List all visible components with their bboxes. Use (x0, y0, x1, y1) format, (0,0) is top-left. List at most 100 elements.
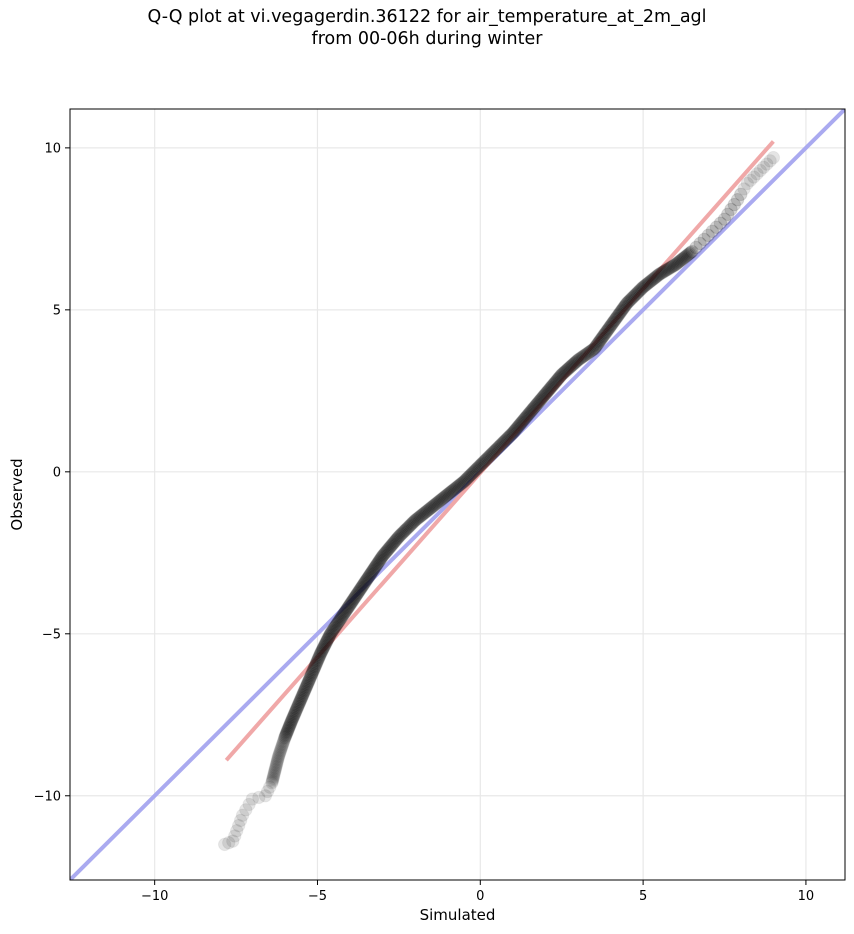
data-point (301, 676, 315, 691)
x-tick-label: −5 (308, 889, 327, 904)
data-point (618, 299, 632, 313)
data-point (652, 267, 667, 281)
x-tick-label: −10 (141, 889, 168, 904)
data-point (453, 477, 467, 492)
chart-title-line-1: Q-Q plot at vi.vegagerdin.36122 for air_… (147, 7, 707, 27)
data-point (628, 288, 642, 302)
data-point (358, 575, 372, 589)
data-point (457, 474, 471, 489)
data-point (412, 510, 426, 525)
data-point (401, 520, 415, 535)
data-point (372, 554, 386, 568)
data-point (565, 358, 579, 372)
data-point (321, 632, 335, 647)
data-point (363, 567, 378, 581)
data-point (477, 455, 491, 469)
data-point (276, 736, 290, 751)
data-point (340, 602, 354, 616)
data-point (303, 670, 318, 685)
data-point (521, 408, 535, 422)
data-point (493, 438, 507, 453)
data-point (634, 282, 648, 297)
data-point (447, 482, 461, 497)
data-point (332, 614, 346, 628)
data-point (531, 395, 545, 410)
y-tick-label: 0 (53, 465, 61, 480)
data-point (572, 352, 587, 366)
data-point (592, 335, 606, 349)
grid (70, 109, 845, 880)
data-point (311, 652, 325, 666)
data-point (344, 595, 359, 610)
data-point (655, 265, 669, 280)
data-point (283, 717, 297, 731)
data-point (556, 366, 570, 381)
data-point (730, 193, 745, 207)
x-tick-label: 10 (798, 889, 815, 904)
data-point (267, 768, 281, 782)
data-point (284, 716, 298, 730)
data-point (395, 526, 410, 540)
data-point (452, 478, 466, 493)
data-point (563, 360, 577, 375)
data-point (348, 589, 363, 603)
data-point (310, 655, 324, 670)
data-point (413, 509, 427, 524)
data-point (449, 480, 464, 495)
data-point (590, 338, 604, 352)
data-point (360, 572, 374, 587)
data-point (645, 273, 659, 287)
y-tick-label: −5 (42, 627, 61, 642)
data-point (643, 274, 658, 288)
data-point (525, 403, 539, 417)
data-point (506, 426, 520, 440)
data-point (489, 442, 504, 456)
data-point (456, 475, 470, 490)
data-point (488, 443, 503, 458)
data-point (313, 648, 327, 662)
data-point (660, 262, 675, 277)
data-point (552, 370, 567, 384)
data-point (689, 240, 703, 255)
data-point (617, 300, 631, 315)
data-point (737, 182, 751, 196)
data-point (299, 681, 313, 695)
data-point (677, 250, 692, 265)
data-point (529, 398, 543, 412)
data-point (370, 557, 385, 571)
data-point (608, 312, 623, 327)
data-point (217, 837, 232, 852)
data-point (504, 427, 519, 441)
data-point (701, 228, 715, 243)
data-point (339, 603, 353, 618)
data-point (670, 256, 684, 271)
data-point (611, 308, 625, 323)
data-point (320, 634, 334, 648)
data-point (265, 776, 279, 790)
data-point (463, 469, 477, 483)
data-point (393, 528, 407, 543)
data-point (357, 576, 372, 590)
data-point (471, 460, 485, 475)
data-point (368, 559, 383, 574)
data-point (295, 688, 310, 703)
data-point (654, 266, 668, 281)
data-point (472, 459, 486, 474)
data-point (659, 263, 673, 277)
data-point (312, 649, 327, 663)
data-point (479, 452, 493, 467)
data-point (426, 499, 440, 514)
data-point (285, 713, 299, 727)
data-point (680, 248, 694, 263)
data-point (300, 678, 314, 692)
data-point (278, 730, 292, 745)
y-tick-label: −10 (34, 789, 61, 804)
data-point (496, 435, 511, 449)
data-point (468, 463, 483, 477)
data-point (520, 409, 534, 423)
data-point (743, 173, 758, 187)
data-point (513, 417, 527, 432)
data-point (260, 784, 275, 799)
data-point (498, 434, 512, 448)
axis-ticks: −10 −5 0 5 10 −10 −5 0 5 10 (34, 141, 815, 904)
